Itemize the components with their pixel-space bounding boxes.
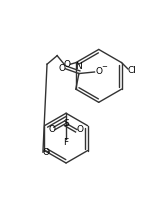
Text: F: F [63, 138, 69, 147]
Text: Cl: Cl [127, 66, 136, 75]
Text: O: O [64, 60, 71, 69]
Text: O: O [96, 67, 103, 76]
Text: O: O [49, 125, 56, 134]
Text: O: O [77, 125, 84, 134]
Text: O: O [58, 64, 65, 73]
Text: N: N [76, 62, 82, 71]
Text: O: O [43, 148, 50, 157]
Text: S: S [63, 119, 69, 128]
Text: −: − [102, 64, 108, 70]
